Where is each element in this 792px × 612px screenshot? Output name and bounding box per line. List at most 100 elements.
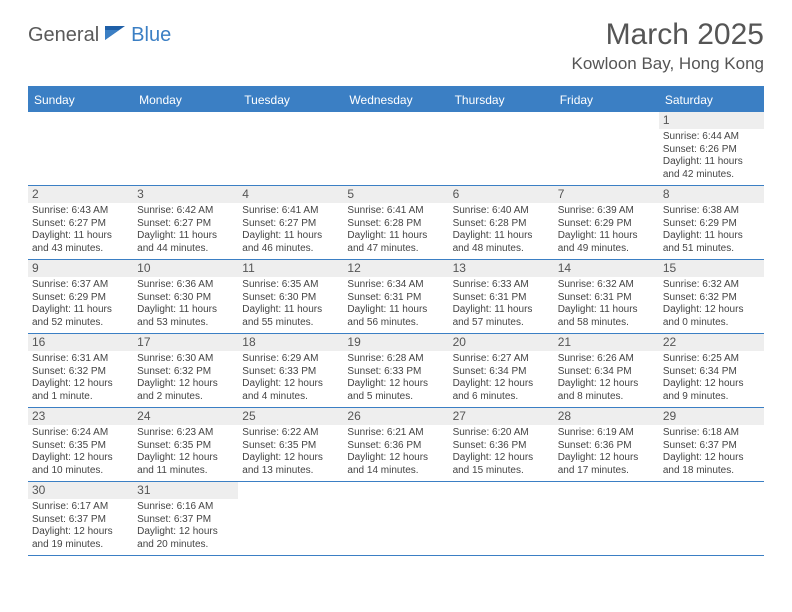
day-cell: 14Sunrise: 6:32 AMSunset: 6:31 PMDayligh…	[554, 260, 659, 333]
weekday-header: Tuesday	[238, 88, 343, 112]
day-number: 25	[238, 408, 343, 425]
day-number: 1	[659, 112, 764, 129]
sunset-text: Sunset: 6:30 PM	[137, 292, 234, 305]
weekday-header: Saturday	[659, 88, 764, 112]
sunrise-text: Sunrise: 6:18 AM	[663, 427, 760, 440]
sunset-text: Sunset: 6:29 PM	[32, 292, 129, 305]
sunset-text: Sunset: 6:34 PM	[453, 366, 550, 379]
week-row: 9Sunrise: 6:37 AMSunset: 6:29 PMDaylight…	[28, 260, 764, 334]
weeks-container: 1Sunrise: 6:44 AMSunset: 6:26 PMDaylight…	[28, 112, 764, 556]
daylight-text: Daylight: 12 hours	[558, 378, 655, 391]
day-number: 28	[554, 408, 659, 425]
sunset-text: Sunset: 6:31 PM	[453, 292, 550, 305]
daylight-text: Daylight: 11 hours	[32, 304, 129, 317]
sunrise-text: Sunrise: 6:36 AM	[137, 279, 234, 292]
daylight-text: Daylight: 12 hours	[453, 452, 550, 465]
day-number: 31	[133, 482, 238, 499]
week-row: 2Sunrise: 6:43 AMSunset: 6:27 PMDaylight…	[28, 186, 764, 260]
day-cell: 24Sunrise: 6:23 AMSunset: 6:35 PMDayligh…	[133, 408, 238, 481]
daylight-text: and 5 minutes.	[347, 391, 444, 404]
sunset-text: Sunset: 6:35 PM	[242, 440, 339, 453]
sunrise-text: Sunrise: 6:32 AM	[663, 279, 760, 292]
daylight-text: and 11 minutes.	[137, 465, 234, 478]
sunrise-text: Sunrise: 6:31 AM	[32, 353, 129, 366]
calendar: SundayMondayTuesdayWednesdayThursdayFrid…	[28, 86, 764, 556]
day-number: 13	[449, 260, 554, 277]
sunrise-text: Sunrise: 6:23 AM	[137, 427, 234, 440]
sunset-text: Sunset: 6:36 PM	[558, 440, 655, 453]
daylight-text: and 58 minutes.	[558, 317, 655, 330]
day-cell-empty	[449, 482, 554, 555]
weekday-header: Friday	[554, 88, 659, 112]
daylight-text: Daylight: 12 hours	[663, 378, 760, 391]
day-cell: 30Sunrise: 6:17 AMSunset: 6:37 PMDayligh…	[28, 482, 133, 555]
sunrise-text: Sunrise: 6:39 AM	[558, 205, 655, 218]
day-cell: 28 Sunrise: 6:19 AMSunset: 6:36 PMDayligh…	[554, 408, 659, 481]
week-row: 30Sunrise: 6:17 AMSunset: 6:37 PMDayligh…	[28, 482, 764, 556]
sunset-text: Sunset: 6:27 PM	[32, 218, 129, 231]
day-cell-empty	[238, 482, 343, 555]
header: General Blue March 2025 Kowloon Bay, Hon…	[0, 0, 792, 78]
sunrise-text: Sunrise: 6:42 AM	[137, 205, 234, 218]
day-cell: 27Sunrise: 6:20 AMSunset: 6:36 PMDayligh…	[449, 408, 554, 481]
sunrise-text: Sunrise: 6:44 AM	[663, 131, 760, 144]
day-cell: 21Sunrise: 6:26 AMSunset: 6:34 PMDayligh…	[554, 334, 659, 407]
day-number: 18	[238, 334, 343, 351]
weekday-header: Sunday	[28, 88, 133, 112]
day-cell-empty	[133, 112, 238, 185]
sunset-text: Sunset: 6:37 PM	[32, 514, 129, 527]
day-number: 6	[449, 186, 554, 203]
sunrise-text: Sunrise: 6:32 AM	[558, 279, 655, 292]
sunset-text: Sunset: 6:35 PM	[32, 440, 129, 453]
day-cell-empty	[554, 482, 659, 555]
daylight-text: Daylight: 12 hours	[137, 378, 234, 391]
day-number: 16	[28, 334, 133, 351]
sunset-text: Sunset: 6:29 PM	[663, 218, 760, 231]
weekday-header: Monday	[133, 88, 238, 112]
daylight-text: and 20 minutes.	[137, 539, 234, 552]
daylight-text: Daylight: 12 hours	[137, 452, 234, 465]
daylight-text: Daylight: 12 hours	[663, 304, 760, 317]
sunrise-text: Sunrise: 6:19 AM	[558, 427, 655, 440]
daylight-text: Daylight: 12 hours	[558, 452, 655, 465]
day-cell: 29Sunrise: 6:18 AMSunset: 6:37 PMDayligh…	[659, 408, 764, 481]
daylight-text: Daylight: 11 hours	[242, 304, 339, 317]
daylight-text: Daylight: 12 hours	[32, 452, 129, 465]
day-cell: 17Sunrise: 6:30 AMSunset: 6:32 PMDayligh…	[133, 334, 238, 407]
day-cell: 2Sunrise: 6:43 AMSunset: 6:27 PMDaylight…	[28, 186, 133, 259]
logo: General Blue	[28, 18, 171, 47]
day-number: 30	[28, 482, 133, 499]
daylight-text: Daylight: 11 hours	[137, 304, 234, 317]
day-number: 19	[343, 334, 448, 351]
week-row: 23Sunrise: 6:24 AMSunset: 6:35 PMDayligh…	[28, 408, 764, 482]
sunrise-text: Sunrise: 6:25 AM	[663, 353, 760, 366]
daylight-text: Daylight: 12 hours	[32, 378, 129, 391]
daylight-text: and 18 minutes.	[663, 465, 760, 478]
day-cell: 15Sunrise: 6:32 AMSunset: 6:32 PMDayligh…	[659, 260, 764, 333]
day-cell-empty	[343, 112, 448, 185]
sunset-text: Sunset: 6:28 PM	[347, 218, 444, 231]
sunrise-text: Sunrise: 6:41 AM	[347, 205, 444, 218]
day-number: 8	[659, 186, 764, 203]
day-cell: 13Sunrise: 6:33 AMSunset: 6:31 PMDayligh…	[449, 260, 554, 333]
day-number: 5	[343, 186, 448, 203]
day-cell: 25Sunrise: 6:22 AMSunset: 6:35 PMDayligh…	[238, 408, 343, 481]
sunset-text: Sunset: 6:31 PM	[347, 292, 444, 305]
sunset-text: Sunset: 6:33 PM	[347, 366, 444, 379]
daylight-text: Daylight: 11 hours	[663, 156, 760, 169]
daylight-text: Daylight: 11 hours	[32, 230, 129, 243]
sunrise-text: Sunrise: 6:28 AM	[347, 353, 444, 366]
daylight-text: Daylight: 12 hours	[242, 452, 339, 465]
sunrise-text: Sunrise: 6:37 AM	[32, 279, 129, 292]
daylight-text: and 43 minutes.	[32, 243, 129, 256]
day-number: 4	[238, 186, 343, 203]
day-cell: 8Sunrise: 6:38 AMSunset: 6:29 PMDaylight…	[659, 186, 764, 259]
day-cell-empty	[659, 482, 764, 555]
sunrise-text: Sunrise: 6:29 AM	[242, 353, 339, 366]
day-cell: 4Sunrise: 6:41 AMSunset: 6:27 PMDaylight…	[238, 186, 343, 259]
sunset-text: Sunset: 6:31 PM	[558, 292, 655, 305]
day-number: 24	[133, 408, 238, 425]
day-cell: 20Sunrise: 6:27 AMSunset: 6:34 PMDayligh…	[449, 334, 554, 407]
daylight-text: Daylight: 12 hours	[137, 526, 234, 539]
sunrise-text: Sunrise: 6:21 AM	[347, 427, 444, 440]
